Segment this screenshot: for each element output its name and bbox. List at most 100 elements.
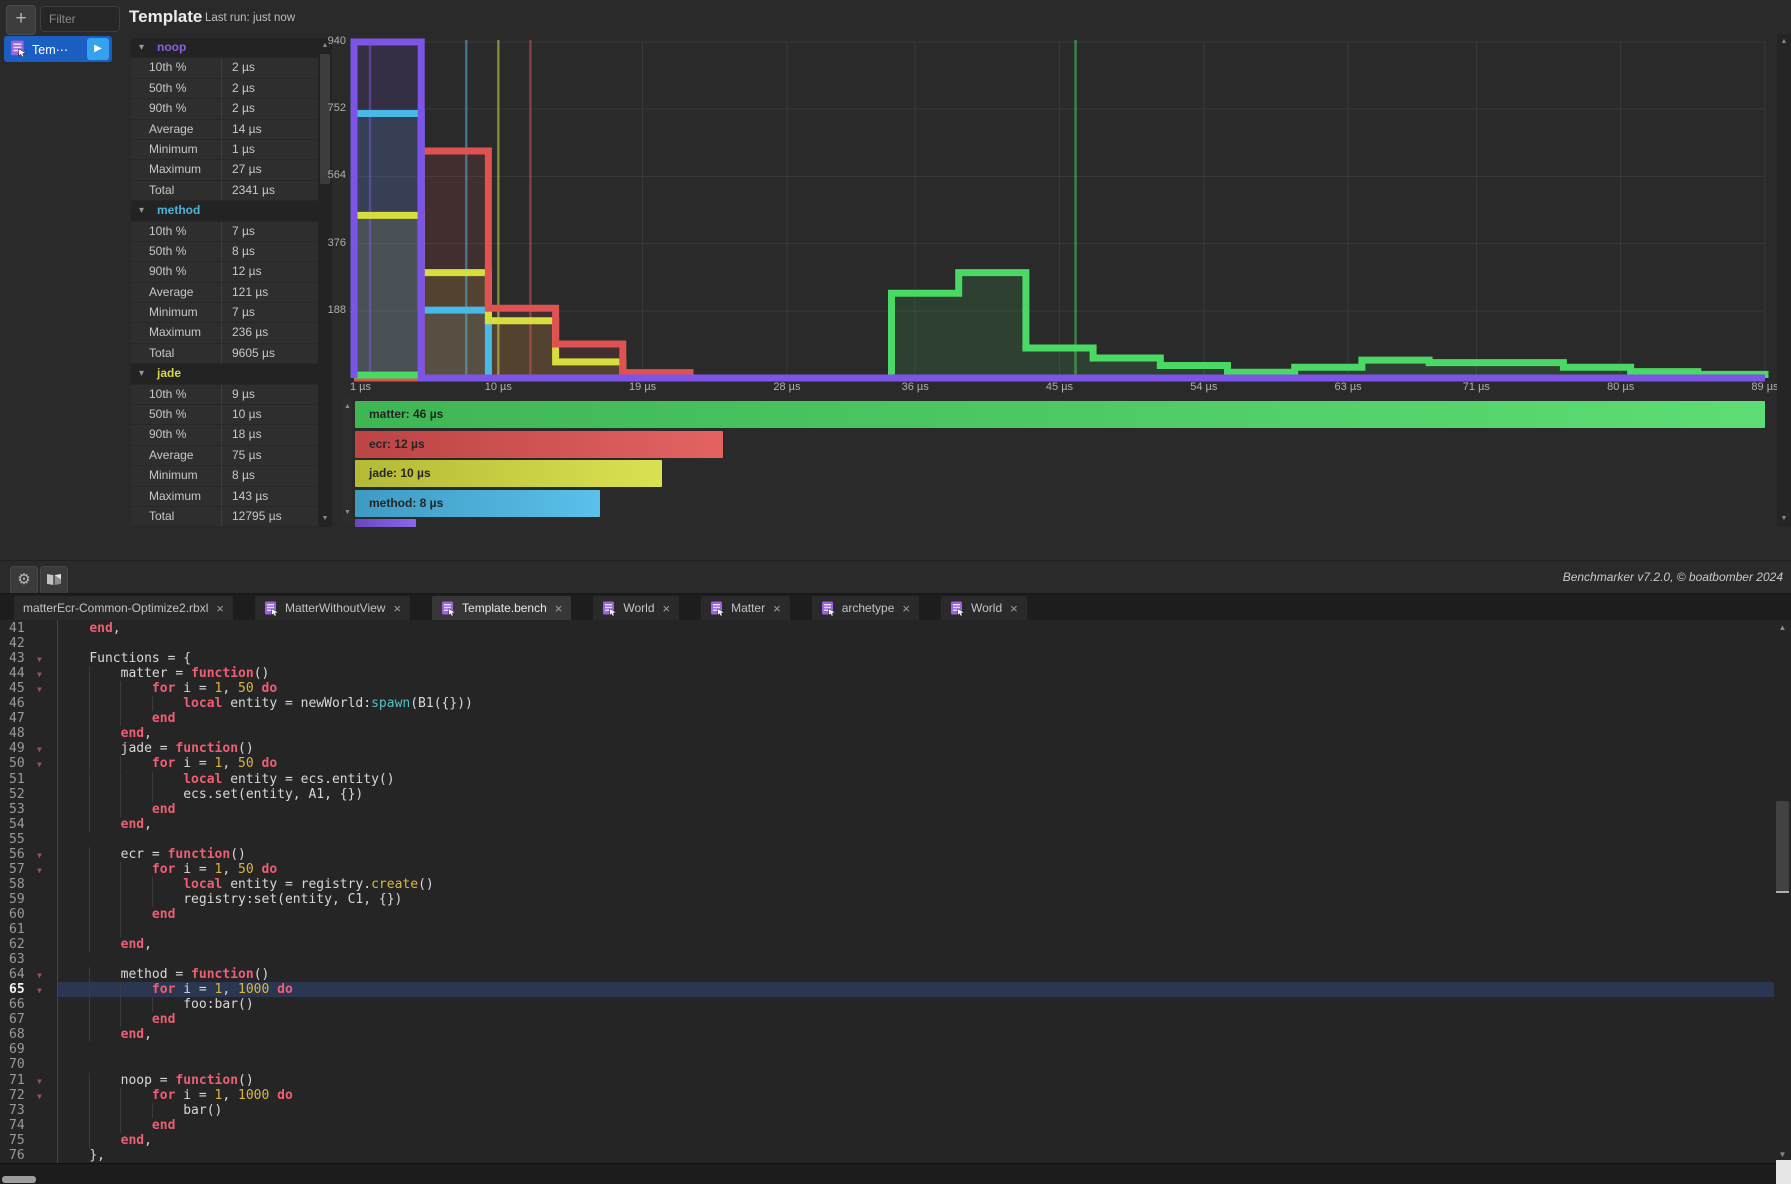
section-header-method[interactable]: ▾ method	[131, 201, 318, 221]
indent-guide	[89, 711, 91, 727]
code-token: ecr =	[120, 846, 168, 862]
fold-arrow-icon[interactable]: ▼	[37, 865, 42, 875]
fold-arrow-icon[interactable]: ▼	[37, 745, 42, 755]
code-token: entity = ecs.entity()	[222, 771, 395, 787]
tab-world[interactable]: World ×	[941, 596, 1027, 620]
code-token: end	[120, 937, 145, 953]
fold-arrow-icon[interactable]: ▼	[37, 986, 42, 996]
code-line: 50 ▼ for i = 1, 50 do	[0, 756, 1774, 772]
tab-world[interactable]: World ×	[593, 596, 680, 620]
legend-scrollbar[interactable]: ▲ ▼	[343, 399, 352, 521]
indent-guide	[151, 771, 153, 787]
code-line: 76 },	[0, 1148, 1774, 1163]
scrollbar-thumb[interactable]	[2, 1176, 36, 1183]
stat-label: Maximum	[149, 162, 202, 177]
tab-archetype[interactable]: archetype ×	[811, 596, 919, 620]
legend-item-noop[interactable]	[355, 519, 417, 527]
code-token: ,	[222, 861, 239, 877]
fold-arrow-icon[interactable]: ▼	[37, 760, 42, 770]
line-number: 42	[9, 636, 25, 652]
code-token: ()	[253, 666, 270, 682]
line-number: 63	[9, 952, 25, 968]
scroll-down-icon[interactable]: ▼	[344, 509, 351, 516]
indent-guide	[120, 711, 122, 727]
code-line: 62 end,	[0, 937, 1774, 953]
line-number: 68	[9, 1027, 25, 1043]
scroll-down-icon[interactable]: ▼	[321, 515, 329, 522]
stat-value: 7 µs	[221, 303, 255, 323]
legend-item-matter[interactable]: matter: 46 µs	[355, 401, 1765, 428]
sidebar-item-template-bench[interactable]: Tem⋯ ▶	[4, 36, 112, 62]
indent-guide	[120, 876, 122, 892]
close-icon[interactable]: ×	[662, 600, 671, 616]
close-icon[interactable]: ×	[216, 600, 224, 616]
line-number: 71	[9, 1072, 25, 1088]
scroll-up-icon[interactable]: ▲	[344, 403, 351, 410]
code-token: end	[120, 816, 145, 832]
tab-template-bench[interactable]: Template.bench ×	[432, 596, 572, 620]
scroll-up-icon[interactable]: ▲	[321, 42, 329, 49]
stat-row: Minimum 7 µs	[131, 303, 318, 323]
code-token: Functions = {	[89, 651, 192, 667]
x-tick-label: 89 µs	[1751, 381, 1779, 393]
add-benchmark-button[interactable]: +	[6, 5, 36, 35]
code-text: for i = 1, 50 do	[58, 862, 277, 877]
scroll-down-icon[interactable]: ▼	[1780, 515, 1788, 522]
code-token: end	[120, 1132, 145, 1148]
legend-label	[355, 525, 369, 527]
code-editor[interactable]: 41 end, 42 43 ▼ Functions = {44 ▼ matter = f…	[0, 620, 1774, 1163]
indent-guide	[120, 801, 122, 817]
line-number: 75	[9, 1132, 25, 1148]
scrollbar-thumb[interactable]	[320, 54, 330, 184]
close-icon[interactable]: ×	[393, 600, 402, 616]
settings-button[interactable]: ⚙	[10, 566, 38, 594]
close-icon[interactable]: ×	[554, 600, 563, 616]
legend-item-method[interactable]: method: 8 µs	[355, 489, 601, 517]
chart-panel-scrollbar[interactable]: ▲ ▼	[1777, 34, 1791, 527]
code-token: 50	[238, 681, 254, 697]
fold-arrow-icon[interactable]: ▼	[37, 1091, 42, 1101]
section-header-noop[interactable]: ▾ noop	[131, 38, 318, 58]
code-token: 1	[214, 1087, 223, 1103]
fold-arrow-icon[interactable]: ▼	[37, 670, 42, 680]
horizontal-scrollbar[interactable]	[0, 1163, 1791, 1184]
close-icon[interactable]: ×	[1010, 600, 1018, 616]
line-number: 51	[9, 771, 25, 787]
fold-arrow-icon[interactable]: ▼	[37, 850, 42, 860]
fold-arrow-icon[interactable]: ▼	[37, 685, 42, 695]
stat-row: 50th % 8 µs	[131, 241, 318, 262]
line-number: 74	[9, 1117, 25, 1133]
tab-matterwithoutview[interactable]: MatterWithoutView ×	[254, 596, 411, 620]
tab-matterecr-common-optimize2-rbxl[interactable]: matterEcr-Common-Optimize2.rbxl ×	[14, 596, 233, 620]
section-header-jade[interactable]: ▾ jade	[131, 364, 318, 384]
filter-input[interactable]	[40, 6, 120, 32]
legend-item-jade[interactable]: jade: 10 µs	[355, 460, 662, 487]
fold-arrow-icon[interactable]: ▼	[37, 1076, 42, 1086]
close-icon[interactable]: ×	[773, 600, 781, 616]
scroll-up-icon[interactable]: ▲	[1778, 623, 1787, 632]
section-name: jade	[157, 366, 182, 381]
fold-arrow-icon[interactable]: ▼	[37, 655, 42, 665]
code-token	[254, 756, 262, 771]
fold-arrow-icon[interactable]: ▼	[37, 971, 42, 981]
docs-button[interactable]	[40, 566, 68, 594]
scrollbar-thumb[interactable]	[1776, 801, 1789, 891]
legend-item-ecr[interactable]: ecr: 12 µs	[355, 430, 723, 458]
scroll-up-icon[interactable]: ▲	[1780, 38, 1788, 45]
tab-matter[interactable]: Matter ×	[701, 596, 790, 620]
code-text: end	[58, 1012, 175, 1027]
indent-guide	[89, 1117, 91, 1133]
close-icon[interactable]: ×	[902, 600, 910, 616]
bench-script-icon	[264, 601, 279, 616]
scroll-down-icon[interactable]: ▼	[1778, 1150, 1787, 1159]
stats-panel: ▾ noop 10th % 2 µs 50th % 2 µs 90th % 2 µs Avera…	[131, 38, 332, 527]
stats-scrollbar[interactable]: ▲ ▼	[318, 38, 332, 527]
code-token: i =	[175, 1087, 215, 1103]
code-token: noop =	[120, 1072, 176, 1088]
code-line: 42	[0, 636, 1774, 651]
run-benchmark-button[interactable]: ▶	[87, 38, 109, 60]
scrollbar-corner	[1776, 1160, 1791, 1184]
code-token: 1000	[238, 982, 270, 998]
page-title: Template	[129, 7, 203, 26]
code-token: do	[277, 982, 293, 998]
